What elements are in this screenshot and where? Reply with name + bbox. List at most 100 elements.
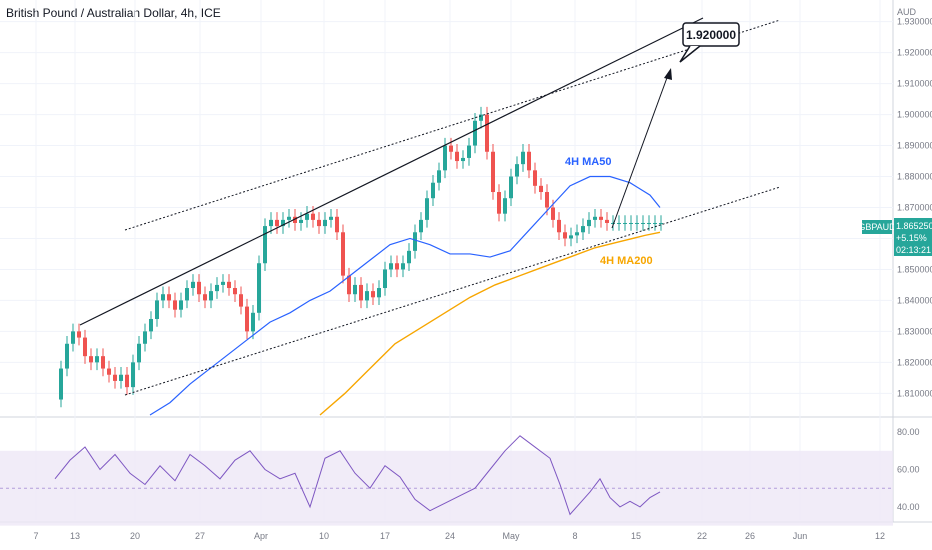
candle-body bbox=[551, 207, 555, 220]
candle-body bbox=[539, 185, 543, 193]
candle-body bbox=[197, 281, 201, 295]
price-tick-label: 1.830000 bbox=[897, 326, 932, 336]
candle-body bbox=[233, 288, 237, 295]
symbol-badge bbox=[862, 220, 892, 234]
rsi-tick-label: 80.00 bbox=[897, 427, 920, 437]
candle-body bbox=[287, 216, 291, 220]
candle-body bbox=[245, 306, 249, 332]
candle-body bbox=[59, 368, 63, 400]
candle-body bbox=[311, 213, 315, 220]
price-tick-label: 1.850000 bbox=[897, 264, 932, 274]
candle-body bbox=[293, 216, 297, 223]
candle-body bbox=[95, 356, 99, 363]
candle-body bbox=[167, 294, 171, 301]
candle-body bbox=[413, 232, 417, 251]
candle-body bbox=[641, 222, 645, 224]
date-tick-label: 7 bbox=[33, 531, 38, 541]
candle-body bbox=[263, 226, 267, 264]
rsi-tick-label: 40.00 bbox=[897, 502, 920, 512]
candle-body bbox=[179, 300, 183, 310]
price-tick-label: 1.920000 bbox=[897, 48, 932, 58]
candle-body bbox=[659, 222, 663, 224]
callout-box bbox=[682, 22, 740, 47]
candle-body bbox=[359, 284, 363, 301]
candle-body bbox=[443, 145, 447, 171]
price-tick-label: 1.890000 bbox=[897, 141, 932, 151]
candle-body bbox=[155, 300, 159, 319]
date-tick-label: Apr bbox=[254, 531, 268, 541]
candle-body bbox=[257, 263, 261, 313]
candle-body bbox=[125, 374, 129, 388]
candle-body bbox=[149, 318, 153, 332]
price-badge bbox=[894, 218, 932, 256]
price-badge-value: 1.865250 bbox=[896, 221, 932, 231]
candle-body bbox=[431, 182, 435, 199]
candle-body bbox=[335, 216, 339, 233]
candle-body bbox=[503, 198, 507, 214]
projection-arrow-head bbox=[664, 68, 672, 80]
candle-body bbox=[449, 145, 453, 152]
candle-body bbox=[323, 219, 327, 227]
candle-body bbox=[329, 216, 333, 220]
candle-body bbox=[83, 337, 87, 357]
chart-labels: 1.920000 4H MA50 4H MA200 GBPAUD 1.865250 +5.… bbox=[565, 22, 932, 267]
candle-body bbox=[479, 114, 483, 121]
candle-body bbox=[131, 362, 135, 388]
candle-body bbox=[239, 294, 243, 307]
candle-body bbox=[509, 176, 513, 199]
candle-body bbox=[401, 263, 405, 270]
candle-body bbox=[491, 151, 495, 193]
date-tick-label: Jun bbox=[793, 531, 808, 541]
date-tick-label: 8 bbox=[572, 531, 577, 541]
date-tick-label: 12 bbox=[875, 531, 885, 541]
candle-body bbox=[71, 331, 75, 344]
candle-body bbox=[623, 222, 627, 224]
candle-body bbox=[209, 291, 213, 301]
date-tick-label: 24 bbox=[445, 531, 455, 541]
candle-body bbox=[437, 170, 441, 183]
trend-drawings bbox=[79, 17, 781, 396]
candle-body bbox=[383, 269, 387, 289]
candle-body bbox=[425, 198, 429, 220]
ma200-annotation: 4H MA200 bbox=[600, 255, 653, 267]
date-tick-label: 26 bbox=[745, 531, 755, 541]
candle-body bbox=[101, 356, 105, 369]
symbol-badge-label: GBPAUD bbox=[858, 222, 896, 232]
channel-lower-dotted-line bbox=[124, 186, 781, 396]
date-tick-label: 10 bbox=[319, 531, 329, 541]
candle-body bbox=[635, 222, 639, 224]
currency-label: AUD bbox=[897, 7, 917, 17]
price-tick-label: 1.870000 bbox=[897, 203, 932, 213]
candle-body bbox=[407, 250, 411, 264]
candle-body bbox=[467, 145, 471, 158]
rsi-band bbox=[0, 450, 893, 526]
date-tick-label: 20 bbox=[130, 531, 140, 541]
candle-body bbox=[161, 294, 165, 301]
candle-body bbox=[317, 219, 321, 227]
candle-body bbox=[173, 300, 177, 310]
candle-body bbox=[605, 219, 609, 223]
date-tick-label: 13 bbox=[70, 531, 80, 541]
candle-body bbox=[143, 331, 147, 344]
candle-body bbox=[353, 284, 357, 295]
candle-body bbox=[497, 192, 501, 214]
candle-body bbox=[305, 213, 309, 220]
price-tick-label: 1.880000 bbox=[897, 172, 932, 182]
candle-body bbox=[527, 151, 531, 171]
candle-body bbox=[395, 263, 399, 270]
candle-body bbox=[629, 222, 633, 224]
price-tick-label: 1.820000 bbox=[897, 357, 932, 367]
channel-upper-solid-line bbox=[79, 17, 704, 326]
candle-body bbox=[419, 219, 423, 233]
candle-body bbox=[119, 374, 123, 381]
candle-body bbox=[371, 291, 375, 298]
rsi-line bbox=[54, 435, 661, 516]
candle-body bbox=[251, 312, 255, 332]
candle-body bbox=[269, 219, 273, 227]
candles bbox=[59, 106, 663, 408]
rsi-tick-label: 60.00 bbox=[897, 465, 920, 475]
candle-body bbox=[515, 164, 519, 177]
date-tick-label: 15 bbox=[631, 531, 641, 541]
candle-body bbox=[587, 219, 591, 227]
